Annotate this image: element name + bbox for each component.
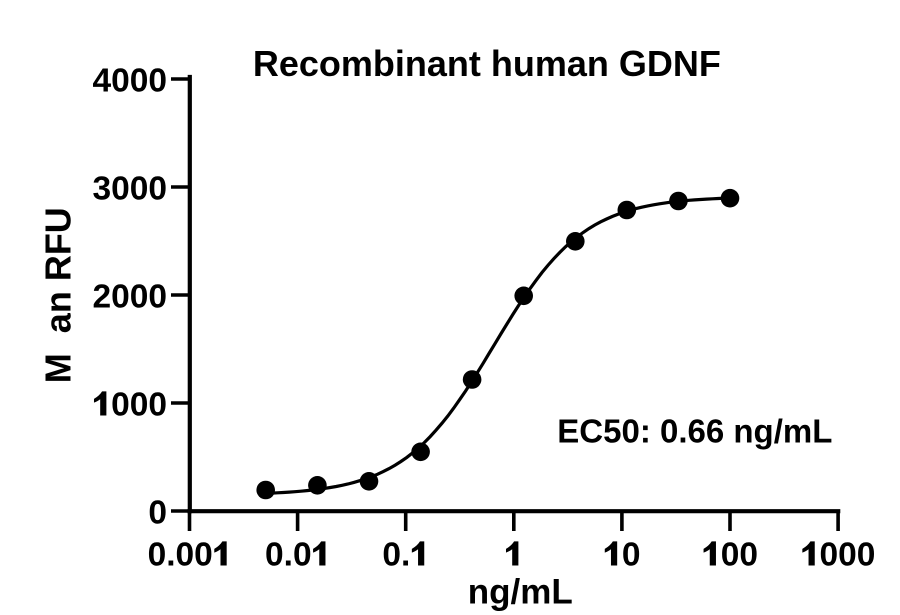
svg-text:ng/mL: ng/mL xyxy=(468,572,573,611)
svg-text:0: 0 xyxy=(148,495,167,532)
svg-text:000: 000 xyxy=(819,537,875,574)
svg-text:000: 000 xyxy=(111,387,167,424)
svg-text:0.00: 0.00 xyxy=(148,537,213,574)
svg-text:0: 0 xyxy=(622,537,641,574)
svg-text:3000: 3000 xyxy=(92,171,167,208)
svg-text:2000: 2000 xyxy=(92,279,167,316)
svg-text:Recombinant human GDNF: Recombinant human GDNF xyxy=(253,43,721,84)
svg-text:EC50: 0.66 ng/mL: EC50: 0.66 ng/mL xyxy=(557,412,832,449)
svg-text:00: 00 xyxy=(721,537,758,574)
svg-text:0.: 0. xyxy=(382,537,410,574)
svg-text:M an RFU: M an RFU xyxy=(37,207,78,383)
svg-text:4000: 4000 xyxy=(92,63,167,100)
svg-text:0.0: 0.0 xyxy=(265,537,312,574)
